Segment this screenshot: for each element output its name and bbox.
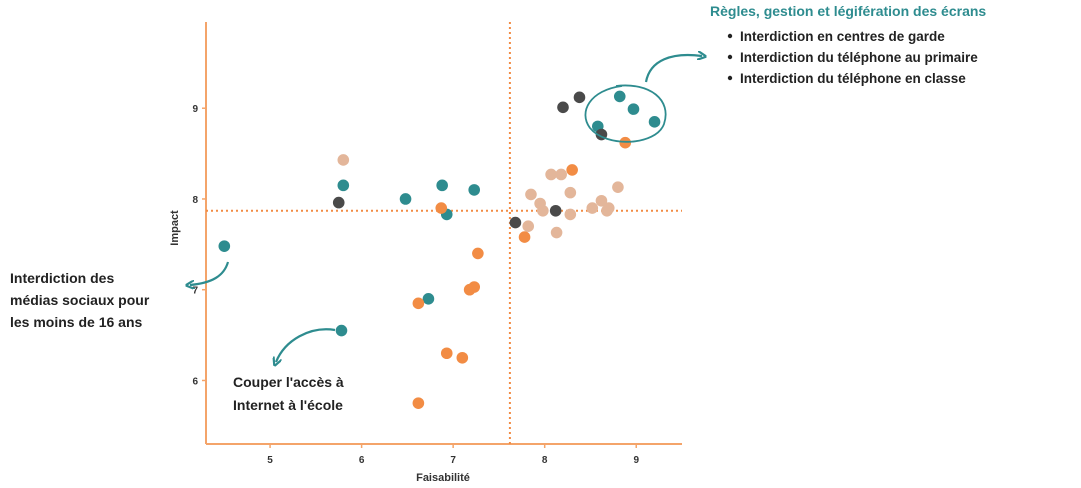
legend-item: Interdiction en centres de garde <box>740 29 945 44</box>
data-points <box>218 90 661 409</box>
data-point <box>509 216 522 229</box>
data-point <box>602 202 615 214</box>
y-tick-label: 9 <box>192 104 198 115</box>
x-tick-label: 8 <box>542 455 548 466</box>
internet-arrow-icon <box>276 328 336 362</box>
data-point <box>518 231 531 243</box>
legend-item: Interdiction du téléphone en classe <box>740 71 966 86</box>
data-point <box>440 347 453 360</box>
data-point <box>335 324 348 337</box>
data-point <box>412 297 425 310</box>
data-point <box>399 193 412 205</box>
data-point <box>613 90 626 103</box>
axes <box>205 22 682 445</box>
x-tick-label: 9 <box>633 455 639 466</box>
data-point <box>412 397 425 409</box>
data-point <box>595 194 608 207</box>
data-point <box>468 184 481 196</box>
data-point <box>218 240 231 252</box>
x-tick-label: 6 <box>359 455 365 466</box>
data-point <box>337 179 350 192</box>
data-point <box>545 168 557 181</box>
legend: Règles, gestion et légifération des écra… <box>710 3 986 86</box>
x-tick-label: 7 <box>450 455 456 466</box>
data-point <box>525 188 537 201</box>
annotation-social-line: les moins de 16 ans <box>10 314 142 330</box>
annotation-internet-line: Internet à l'école <box>233 397 343 413</box>
data-point <box>564 186 577 199</box>
data-point <box>537 204 549 217</box>
data-point <box>566 164 578 176</box>
annotation-social: Interdiction des médias sociaux pour les… <box>10 270 150 330</box>
data-point <box>422 292 435 305</box>
data-point <box>648 116 661 128</box>
x-axis-label: Faisabilité <box>416 472 470 484</box>
data-point <box>472 247 484 260</box>
data-point <box>627 103 640 115</box>
y-tick-label: 6 <box>192 376 198 387</box>
data-point <box>555 168 567 181</box>
data-point <box>522 220 535 232</box>
bullet-icon <box>727 75 733 81</box>
bullet-icon <box>727 54 733 60</box>
annotation-social-line: médias sociaux pour <box>10 292 150 308</box>
y-axis-label: Impact <box>169 210 181 246</box>
data-point <box>456 351 469 364</box>
data-point <box>435 202 448 214</box>
x-tick-label: 5 <box>267 455 273 466</box>
legend-title: Règles, gestion et légifération des écra… <box>710 3 986 19</box>
y-tick-label: 7 <box>192 286 198 297</box>
cluster-highlight-ring <box>584 84 667 143</box>
social-arrow-icon <box>190 261 230 285</box>
data-point <box>550 226 563 239</box>
data-point <box>549 204 562 217</box>
data-point <box>337 154 350 166</box>
y-tick-label: 8 <box>192 195 198 206</box>
annotation-social-line: Interdiction des <box>10 270 114 286</box>
data-point <box>468 281 481 293</box>
legend-arrow-icon <box>644 55 702 83</box>
data-point <box>332 196 345 209</box>
legend-item: Interdiction du téléphone au primaire <box>740 50 978 65</box>
annotation-internet-line: Couper l'accès à <box>233 374 344 390</box>
data-point <box>612 181 624 193</box>
data-point <box>436 179 448 192</box>
data-point <box>586 202 599 214</box>
bullet-icon <box>727 33 733 39</box>
data-point <box>564 208 577 221</box>
data-point <box>573 91 586 104</box>
data-point <box>557 101 569 114</box>
annotation-internet: Couper l'accès à Internet à l'école <box>233 374 344 413</box>
tick-labels: 5 6 7 8 9 6 7 8 9 <box>192 104 639 466</box>
